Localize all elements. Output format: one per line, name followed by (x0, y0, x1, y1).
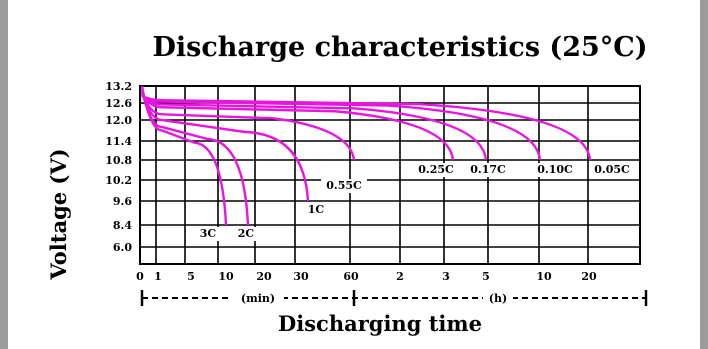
plot-border (139, 85, 641, 265)
grid (139, 85, 641, 265)
curve-labels: 3C 2C 1C0.55C 0.25C 0.17C 0.10C 0.05C (197, 163, 635, 241)
curve-label-bg (305, 203, 327, 217)
curve-2C (140, 88, 250, 226)
y-tick-label: 10.8 (105, 154, 132, 167)
x-tick-label: 30 (293, 270, 309, 283)
x-axis-title: Discharging time (278, 311, 482, 336)
x-tick-label: 10 (218, 270, 234, 283)
range-unit-min: (min) (241, 292, 275, 305)
curve-label-bg (532, 163, 578, 177)
y-tick-label: 9.6 (113, 195, 132, 208)
curve-0.25C (140, 93, 455, 161)
curve-1C (140, 91, 310, 202)
x-tick-label: 2 (396, 270, 404, 283)
chart-title: Discharge characteristics (25°C) (152, 32, 647, 63)
curve-0.17C (141, 93, 488, 161)
curve-label-0.55C: 0.55C (326, 179, 362, 192)
curve-label-bg (413, 163, 459, 177)
curve-label-3C: 3C (200, 227, 217, 240)
y-tick-label: 12.6 (105, 97, 132, 110)
y-tick-label: 12.0 (105, 114, 132, 127)
x-tick-label: 20 (256, 270, 272, 283)
x-tick-label: 60 (343, 270, 359, 283)
y-tick-label: 6.0 (113, 241, 132, 254)
range-unit-h: (h) (489, 292, 507, 305)
curve-label-bg (465, 163, 511, 177)
curve-0.05C (141, 94, 592, 161)
curve-label-0.25C: 0.25C (418, 163, 454, 176)
discharge-chart: Discharge characteristics (25°C) Voltage… (46, 32, 648, 336)
x-ticks: 0 1 5 10 20 30 60 2 3 5 10 20 (136, 270, 597, 283)
range-unit-bg (232, 291, 284, 305)
x-tick-label: 10 (536, 270, 552, 283)
y-tick-label: 13.2 (105, 80, 132, 93)
y-tick-label: 10.2 (105, 174, 132, 187)
y-tick-label: 11.4 (105, 135, 132, 148)
chart-frame: Discharge characteristics (25°C) Voltage… (8, 0, 700, 349)
curve-label-1C: 1C (308, 203, 325, 216)
curve-label-2C: 2C (238, 227, 255, 240)
y-axis-title: Voltage (V) (46, 148, 71, 280)
curve-label-bg (321, 179, 367, 193)
x-tick-label: 5 (187, 270, 195, 283)
range-unit-bg (483, 291, 513, 305)
x-tick-label: 3 (442, 270, 450, 283)
x-tick-label: 0 (136, 270, 144, 283)
curve-label-bg (589, 163, 635, 177)
curve-label-0.10C: 0.10C (537, 163, 573, 176)
curve-0.55C (140, 92, 356, 161)
curves (140, 85, 592, 226)
curve-label-0.05C: 0.05C (594, 163, 630, 176)
x-tick-label: 1 (154, 270, 162, 283)
range-bars: (min) (h) (140, 290, 648, 306)
curve-label-bg (197, 227, 219, 241)
y-tick-label: 8.4 (113, 219, 132, 232)
y-ticks: 13.2 12.6 12.0 11.4 10.8 10.2 9.6 8.4 6.0 (105, 80, 132, 254)
x-tick-label: 5 (482, 270, 490, 283)
curve-label-bg (235, 227, 257, 241)
curve-label-0.17C: 0.17C (470, 163, 506, 176)
x-tick-label: 20 (581, 270, 597, 283)
